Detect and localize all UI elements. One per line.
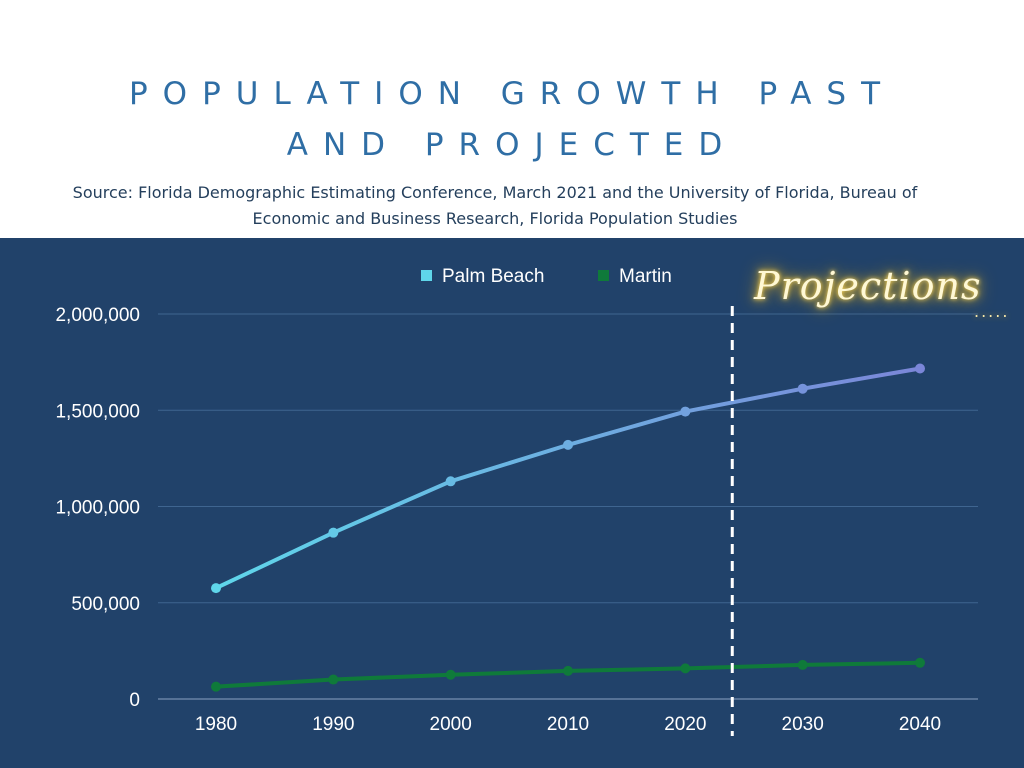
legend-swatch-martin [598, 270, 609, 281]
y-tick-label: 1,500,000 [55, 401, 140, 422]
series-line-palm-beach [214, 366, 922, 591]
series-palm-beach [211, 363, 925, 594]
data-point-palm-beach [328, 527, 339, 538]
data-point-martin [797, 659, 808, 670]
series-martin [211, 657, 925, 692]
data-point-martin [211, 681, 221, 692]
population-line-chart: 0 500,000 1,000,000 1,500,000 2,000,000 1980… [55, 305, 978, 736]
x-tick-label: 2000 [430, 714, 472, 735]
legend-label-palm-beach: Palm Beach [442, 266, 545, 287]
y-tick-label: 500,000 [71, 594, 140, 615]
data-point-martin [915, 657, 925, 668]
data-point-martin [680, 663, 691, 674]
legend-swatch-palm-beach [421, 270, 432, 281]
x-tick-label: 1980 [195, 714, 237, 735]
y-tick-label: 0 [129, 690, 140, 711]
chart-title-line-2: AND PROJECTED [286, 127, 738, 163]
legend-label-martin: Martin [619, 266, 672, 287]
legend-item-martin: Martin [598, 266, 672, 288]
data-point-palm-beach [445, 476, 456, 487]
x-axis-tick-labels: 1980 1990 2000 2010 2020 2030 2040 [195, 714, 941, 735]
chart-title-line-1: POPULATION GROWTH PAST [128, 76, 896, 112]
x-tick-label: 2010 [547, 714, 589, 735]
x-tick-label: 1990 [312, 714, 354, 735]
data-point-martin [563, 665, 573, 676]
projections-annotation: Projections [754, 264, 982, 308]
legend-item-palm-beach: Palm Beach [421, 266, 544, 288]
x-tick-label: 2030 [782, 714, 824, 735]
y-axis-tick-labels: 0 500,000 1,000,000 1,500,000 2,000,000 [55, 305, 140, 711]
chart-panel: 0 500,000 1,000,000 1,500,000 2,000,000 1980… [0, 238, 1024, 768]
data-point-palm-beach [211, 583, 221, 594]
series-lines [211, 363, 925, 692]
data-point-palm-beach [797, 383, 808, 394]
data-point-martin [445, 669, 456, 680]
data-point-martin [328, 674, 339, 685]
data-point-palm-beach [680, 406, 691, 417]
x-tick-label: 2020 [664, 714, 706, 735]
source-line-1: Source: Florida Demographic Estimating C… [72, 183, 918, 202]
y-tick-label: 1,000,000 [55, 498, 140, 519]
gridlines [158, 313, 978, 700]
projections-trailing-dots: ..... [974, 302, 1010, 321]
source-line-2: Economic and Business Research, Florida … [252, 209, 738, 228]
source-note: Source: Florida Demographic Estimating C… [10, 180, 980, 232]
y-tick-label: 2,000,000 [55, 305, 140, 326]
x-tick-label: 2040 [899, 714, 941, 735]
header: POPULATION GROWTH PAST AND PROJECTED Sou… [0, 0, 1024, 238]
data-point-palm-beach [915, 363, 925, 374]
data-point-palm-beach [563, 439, 573, 450]
